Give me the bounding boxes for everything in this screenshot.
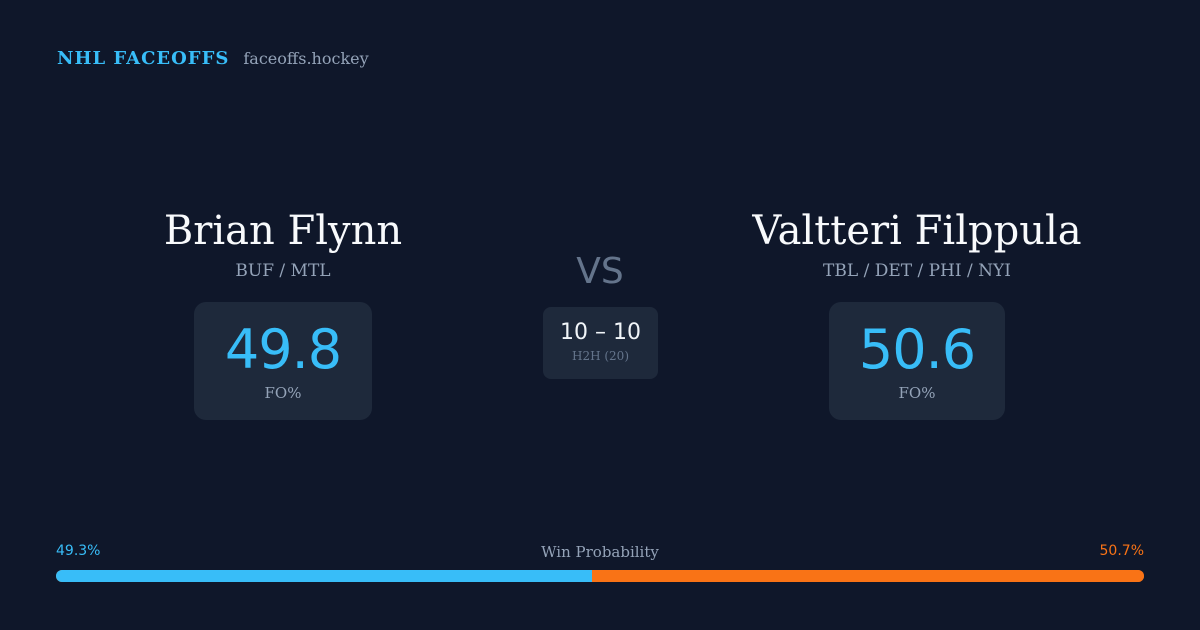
player-right-name: Valtteri Filppula [752, 208, 1082, 254]
player-left-fo-label: FO% [264, 384, 302, 402]
brand-name: NHL FACEOFFS [57, 48, 230, 69]
win-probability-fill-right [592, 570, 1144, 582]
player-left: Brian Flynn BUF / MTL [133, 205, 433, 281]
player-left-teams: BUF / MTL [235, 261, 331, 281]
head-to-head-score: 10 – 10 [560, 320, 641, 345]
head-to-head-card: 10 – 10 H2H (20) [543, 307, 658, 379]
player-left-fo-value: 49.8 [224, 318, 342, 381]
brand-header: NHL FACEOFFS faceoffs.hockey [57, 48, 369, 69]
player-right-fo-card: 50.6 FO% [829, 302, 1005, 420]
win-probability-labels: 49.3% Win Probability 50.7% [56, 543, 1144, 563]
win-probability-bar [56, 570, 1144, 582]
win-probability-title: Win Probability [541, 543, 659, 561]
player-left-name: Brian Flynn [163, 208, 403, 254]
brand-domain: faceoffs.hockey [243, 49, 369, 68]
head-to-head-label: H2H (20) [571, 349, 629, 363]
win-probability-fill-left [56, 570, 593, 582]
player-right: Valtteri Filppula TBL / DET / PHI / NYI [717, 205, 1117, 281]
win-probability-left: 49.3% [56, 543, 101, 559]
player-right-fo-label: FO% [898, 384, 936, 402]
player-left-fo-card: 49.8 FO% [194, 302, 372, 420]
win-probability-right: 50.7% [1099, 543, 1144, 559]
vs-label: VS [576, 251, 624, 292]
player-right-teams: TBL / DET / PHI / NYI [823, 261, 1011, 281]
player-right-fo-value: 50.6 [858, 318, 976, 381]
